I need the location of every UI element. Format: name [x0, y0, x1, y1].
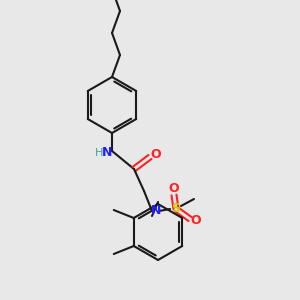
Text: O: O: [191, 214, 201, 227]
Text: N: N: [151, 205, 161, 218]
Text: S: S: [172, 202, 181, 215]
Text: H: H: [95, 148, 103, 158]
Text: N: N: [102, 146, 112, 160]
Text: O: O: [151, 148, 161, 161]
Text: O: O: [169, 182, 179, 194]
